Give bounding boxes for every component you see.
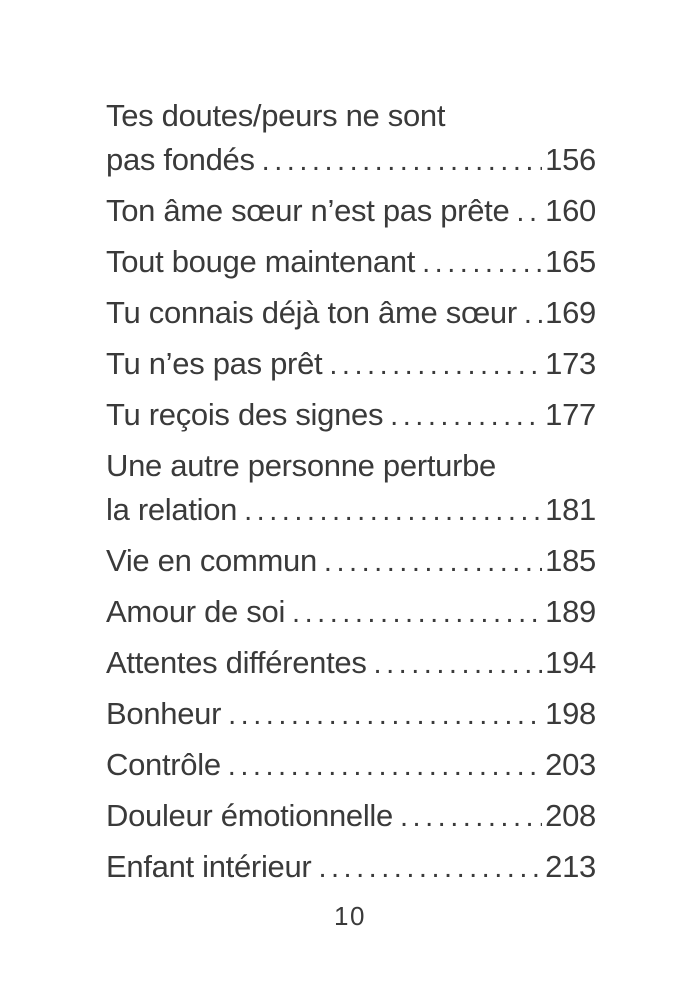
dot-leader [244,488,542,533]
dot-leader [318,845,542,890]
toc-row: Tu connais déjà ton âme sœur 169 [106,291,596,335]
toc-entry-title: Vie en commun [106,543,317,578]
toc-row: Enfant intérieur 213 [106,845,596,889]
toc-entry-title: la relation [106,492,238,527]
dot-leader [292,590,542,635]
toc-row: Contrôle 203 [106,743,596,787]
toc-row: Tu n’es pas prêt 173 [106,342,596,386]
toc-page-number: 169 [545,295,596,330]
toc-entry-title: Attentes différentes [106,645,367,680]
toc-row: Une autre personne perturbe [106,444,596,488]
toc-row: Vie en commun 185 [106,539,596,583]
toc-page-number: 213 [545,849,596,884]
toc-entry-title: Contrôle [106,747,221,782]
toc-page-number: 203 [545,747,596,782]
toc-row: Amour de soi 189 [106,590,596,634]
toc-page-number: 177 [545,397,596,432]
toc-page-number: 208 [545,798,596,833]
toc-row: la relation 181 [106,488,596,532]
toc-entry-title: Tu reçois des signes [106,397,384,432]
toc-list: Tes doutes/peurs ne sont pas fondés 156 Ton… [106,94,596,896]
toc-entry-title: Bonheur [106,696,222,731]
toc-entry-title: pas fondés [106,142,255,177]
dot-leader [390,393,542,438]
dot-leader [228,743,542,788]
toc-entry-title: Douleur émotionnelle [106,798,393,833]
toc-entry-title: Amour de soi [106,594,286,629]
toc-page-number: 173 [545,346,596,381]
dot-leader [324,539,542,584]
dot-leader [228,692,542,737]
toc-page-number: 181 [545,492,596,527]
toc-entry-title: Tout bouge maintenant [106,244,416,279]
toc-row: Tu reçois des signes 177 [106,393,596,437]
toc-row: Douleur émotionnelle 208 [106,794,596,838]
toc-row: Tout bouge maintenant 165 [106,240,596,284]
toc-entry-title: Tes doutes/peurs ne sont [106,98,446,133]
toc-entry-title: Une autre personne perturbe [106,448,496,483]
dot-leader [516,189,542,234]
dot-leader [422,240,542,285]
toc-row: Tes doutes/peurs ne sont [106,94,596,138]
toc-page-number: 165 [545,244,596,279]
toc-row: Ton âme sœur n’est pas prête 160 [106,189,596,233]
page-folio: 10 [334,901,366,931]
toc-page-number: 156 [545,142,596,177]
dot-leader [329,342,542,387]
toc-page-number: 185 [545,543,596,578]
dot-leader [400,794,542,839]
toc-page-number: 160 [545,193,596,228]
toc-entry-title: Tu n’es pas prêt [106,346,323,381]
dot-leader [374,641,543,686]
toc-row: Attentes différentes 194 [106,641,596,685]
toc-page-number: 194 [545,645,596,680]
toc-row: Bonheur 198 [106,692,596,736]
dot-leader [524,291,542,336]
toc-entry-title: Enfant intérieur [106,849,312,884]
dot-leader [262,138,543,183]
toc-row: pas fondés 156 [106,138,596,182]
toc-entry-title: Tu connais déjà ton âme sœur [106,295,517,330]
toc-entry-title: Ton âme sœur n’est pas prête [106,193,510,228]
toc-page-number: 189 [545,594,596,629]
toc-page-number: 198 [545,696,596,731]
